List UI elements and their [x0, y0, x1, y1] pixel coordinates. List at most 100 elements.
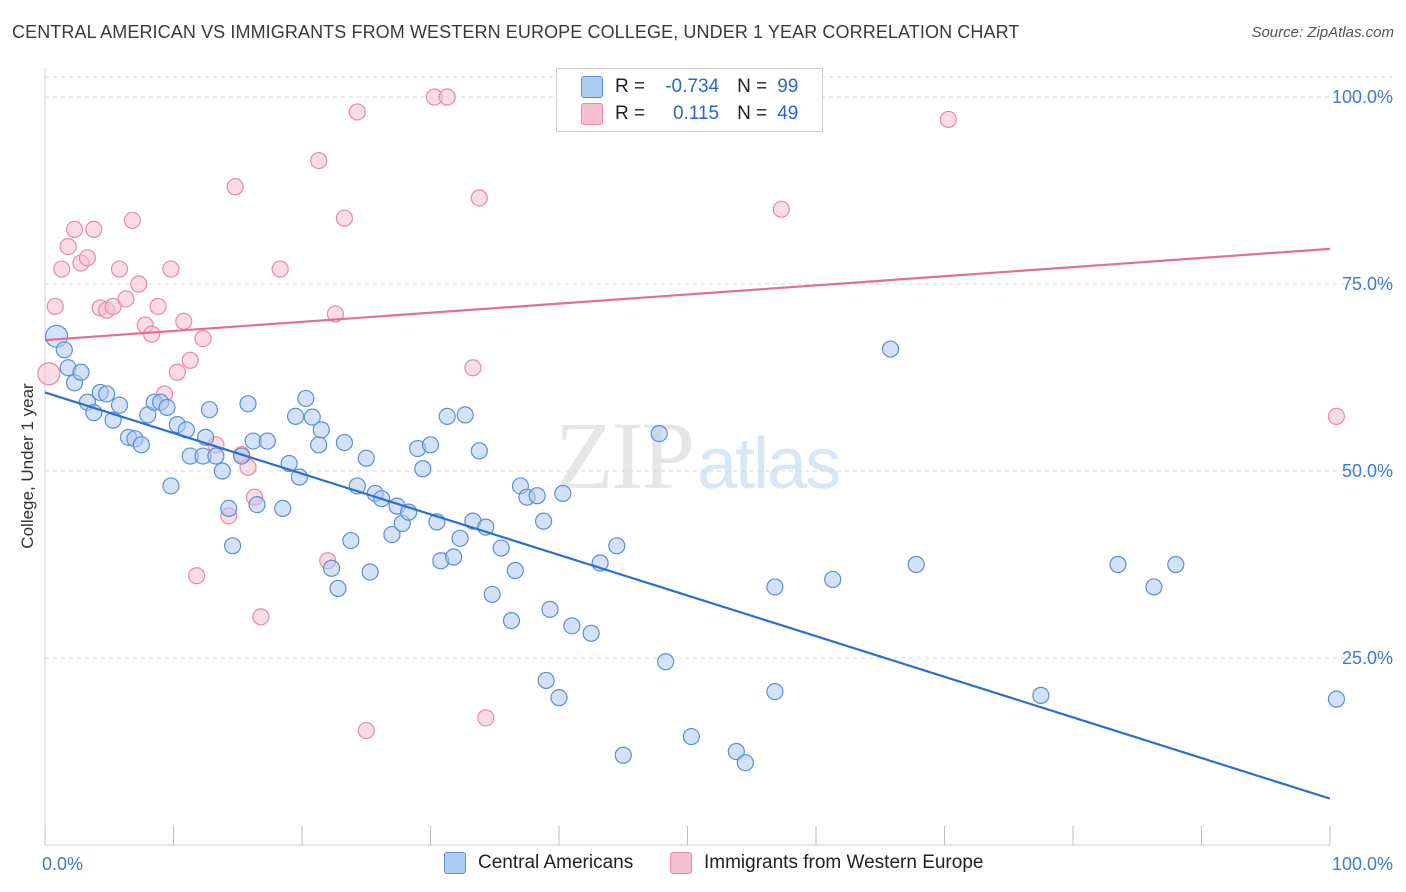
- western-europe-point: [85, 220, 103, 238]
- y-tick-label: 75.0%: [1342, 274, 1393, 294]
- western-europe-point: [162, 260, 180, 278]
- western-europe-point: [175, 312, 193, 330]
- watermark-zip: ZIP: [555, 402, 695, 509]
- central-american-point: [502, 611, 521, 630]
- central-american-point: [736, 754, 754, 772]
- central-american-point: [483, 585, 501, 604]
- western-europe-point: [271, 260, 289, 278]
- western-europe-point: [310, 151, 328, 170]
- central-american-point: [541, 600, 559, 618]
- central-american-point: [608, 537, 626, 555]
- legend-n-value: 99: [777, 76, 799, 97]
- chart-title: CENTRAL AMERICAN VS IMMIGRANTS FROM WEST…: [12, 22, 1020, 42]
- western-europe-point: [65, 220, 84, 238]
- western-europe-point: [37, 362, 61, 386]
- central-american-trendline: [44, 391, 1331, 800]
- western-europe-point: [326, 305, 345, 323]
- legend-r-label: R =: [615, 76, 646, 97]
- western-europe-point: [46, 297, 64, 316]
- legend-r-value: -0.734: [665, 76, 720, 97]
- legend-n-value: 49: [777, 103, 799, 124]
- central-american-point: [650, 425, 668, 443]
- central-american-point: [383, 525, 401, 544]
- western-europe-point: [104, 297, 122, 316]
- central-american-point: [1327, 690, 1346, 708]
- central-american-point: [492, 539, 510, 557]
- legend-swatch-pink: [581, 103, 603, 125]
- central-american-point: [550, 689, 568, 707]
- central-american-point: [528, 487, 546, 505]
- central-american-point: [582, 624, 600, 642]
- central-american-point: [1032, 686, 1050, 705]
- series-swatch-pink: [670, 852, 692, 874]
- central-american-point: [239, 395, 257, 413]
- central-american-point: [657, 653, 675, 671]
- y-tick-label: 25.0%: [1342, 648, 1393, 668]
- watermark: ZIPatlas: [555, 400, 841, 511]
- western-europe-trendline: [44, 247, 1331, 342]
- central-american-point: [438, 407, 456, 425]
- central-american-point: [766, 578, 784, 596]
- central-american-point: [1109, 555, 1127, 574]
- central-american-point: [274, 499, 292, 517]
- central-american-point: [158, 398, 176, 417]
- western-europe-point: [438, 88, 456, 106]
- western-europe-point: [772, 200, 790, 218]
- series-swatch-blue: [444, 852, 466, 874]
- central-american-point: [342, 531, 360, 550]
- central-american-point: [286, 407, 305, 425]
- legend-r-label: R =: [615, 103, 646, 124]
- central-american-point: [1167, 555, 1185, 574]
- western-europe-point: [226, 178, 244, 196]
- legend-n-label: N =: [737, 76, 768, 97]
- central-american-point: [357, 449, 375, 467]
- central-american-point: [682, 727, 700, 746]
- western-europe-point: [335, 209, 354, 227]
- central-american-point: [537, 671, 555, 690]
- x-tick-label: 100.0%: [1332, 854, 1393, 874]
- central-american-point: [310, 436, 328, 454]
- central-american-point: [506, 561, 524, 580]
- central-american-point: [451, 529, 469, 547]
- western-europe-point: [939, 110, 957, 129]
- y-tick-label: 50.0%: [1342, 461, 1393, 481]
- central-american-point: [456, 406, 474, 424]
- central-american-point: [824, 570, 842, 589]
- central-american-point: [534, 512, 553, 530]
- central-american-point: [414, 460, 432, 478]
- western-europe-point: [143, 325, 161, 343]
- central-american-point: [335, 433, 354, 452]
- series-legend-western-europe: Immigrants from Western Europe: [670, 852, 983, 874]
- central-american-point: [132, 436, 150, 454]
- western-europe-point: [252, 608, 270, 626]
- central-american-point: [162, 477, 180, 495]
- western-europe-point: [477, 709, 495, 727]
- central-american-point: [98, 385, 116, 403]
- central-american-point: [881, 340, 900, 358]
- central-american-point: [727, 742, 745, 761]
- series-legend-central-americans: Central Americans: [444, 852, 633, 874]
- legend-r-value: 0.115: [672, 103, 720, 124]
- western-europe-point: [181, 351, 199, 369]
- central-american-point: [248, 496, 266, 514]
- central-american-point: [207, 447, 225, 465]
- central-american-point: [421, 436, 440, 454]
- central-american-point: [200, 401, 219, 419]
- western-europe-point: [194, 330, 212, 348]
- western-europe-point: [59, 238, 77, 256]
- central-american-point: [445, 548, 463, 566]
- source-label: Source: ZipAtlas.com: [1251, 24, 1394, 41]
- central-american-point: [312, 421, 330, 439]
- western-europe-point: [470, 189, 488, 207]
- central-american-point: [614, 746, 632, 764]
- central-american-point: [224, 537, 242, 555]
- western-europe-point: [117, 290, 135, 308]
- stats-legend: R = -0.734 N = 99 R = 0.115 N = 49: [556, 68, 823, 132]
- central-american-point: [220, 499, 238, 517]
- central-american-point: [297, 389, 315, 408]
- central-american-point: [554, 484, 572, 503]
- central-american-point: [72, 363, 90, 381]
- western-europe-point: [110, 260, 129, 278]
- watermark-atlas: atlas: [697, 424, 841, 504]
- western-europe-point: [357, 721, 375, 740]
